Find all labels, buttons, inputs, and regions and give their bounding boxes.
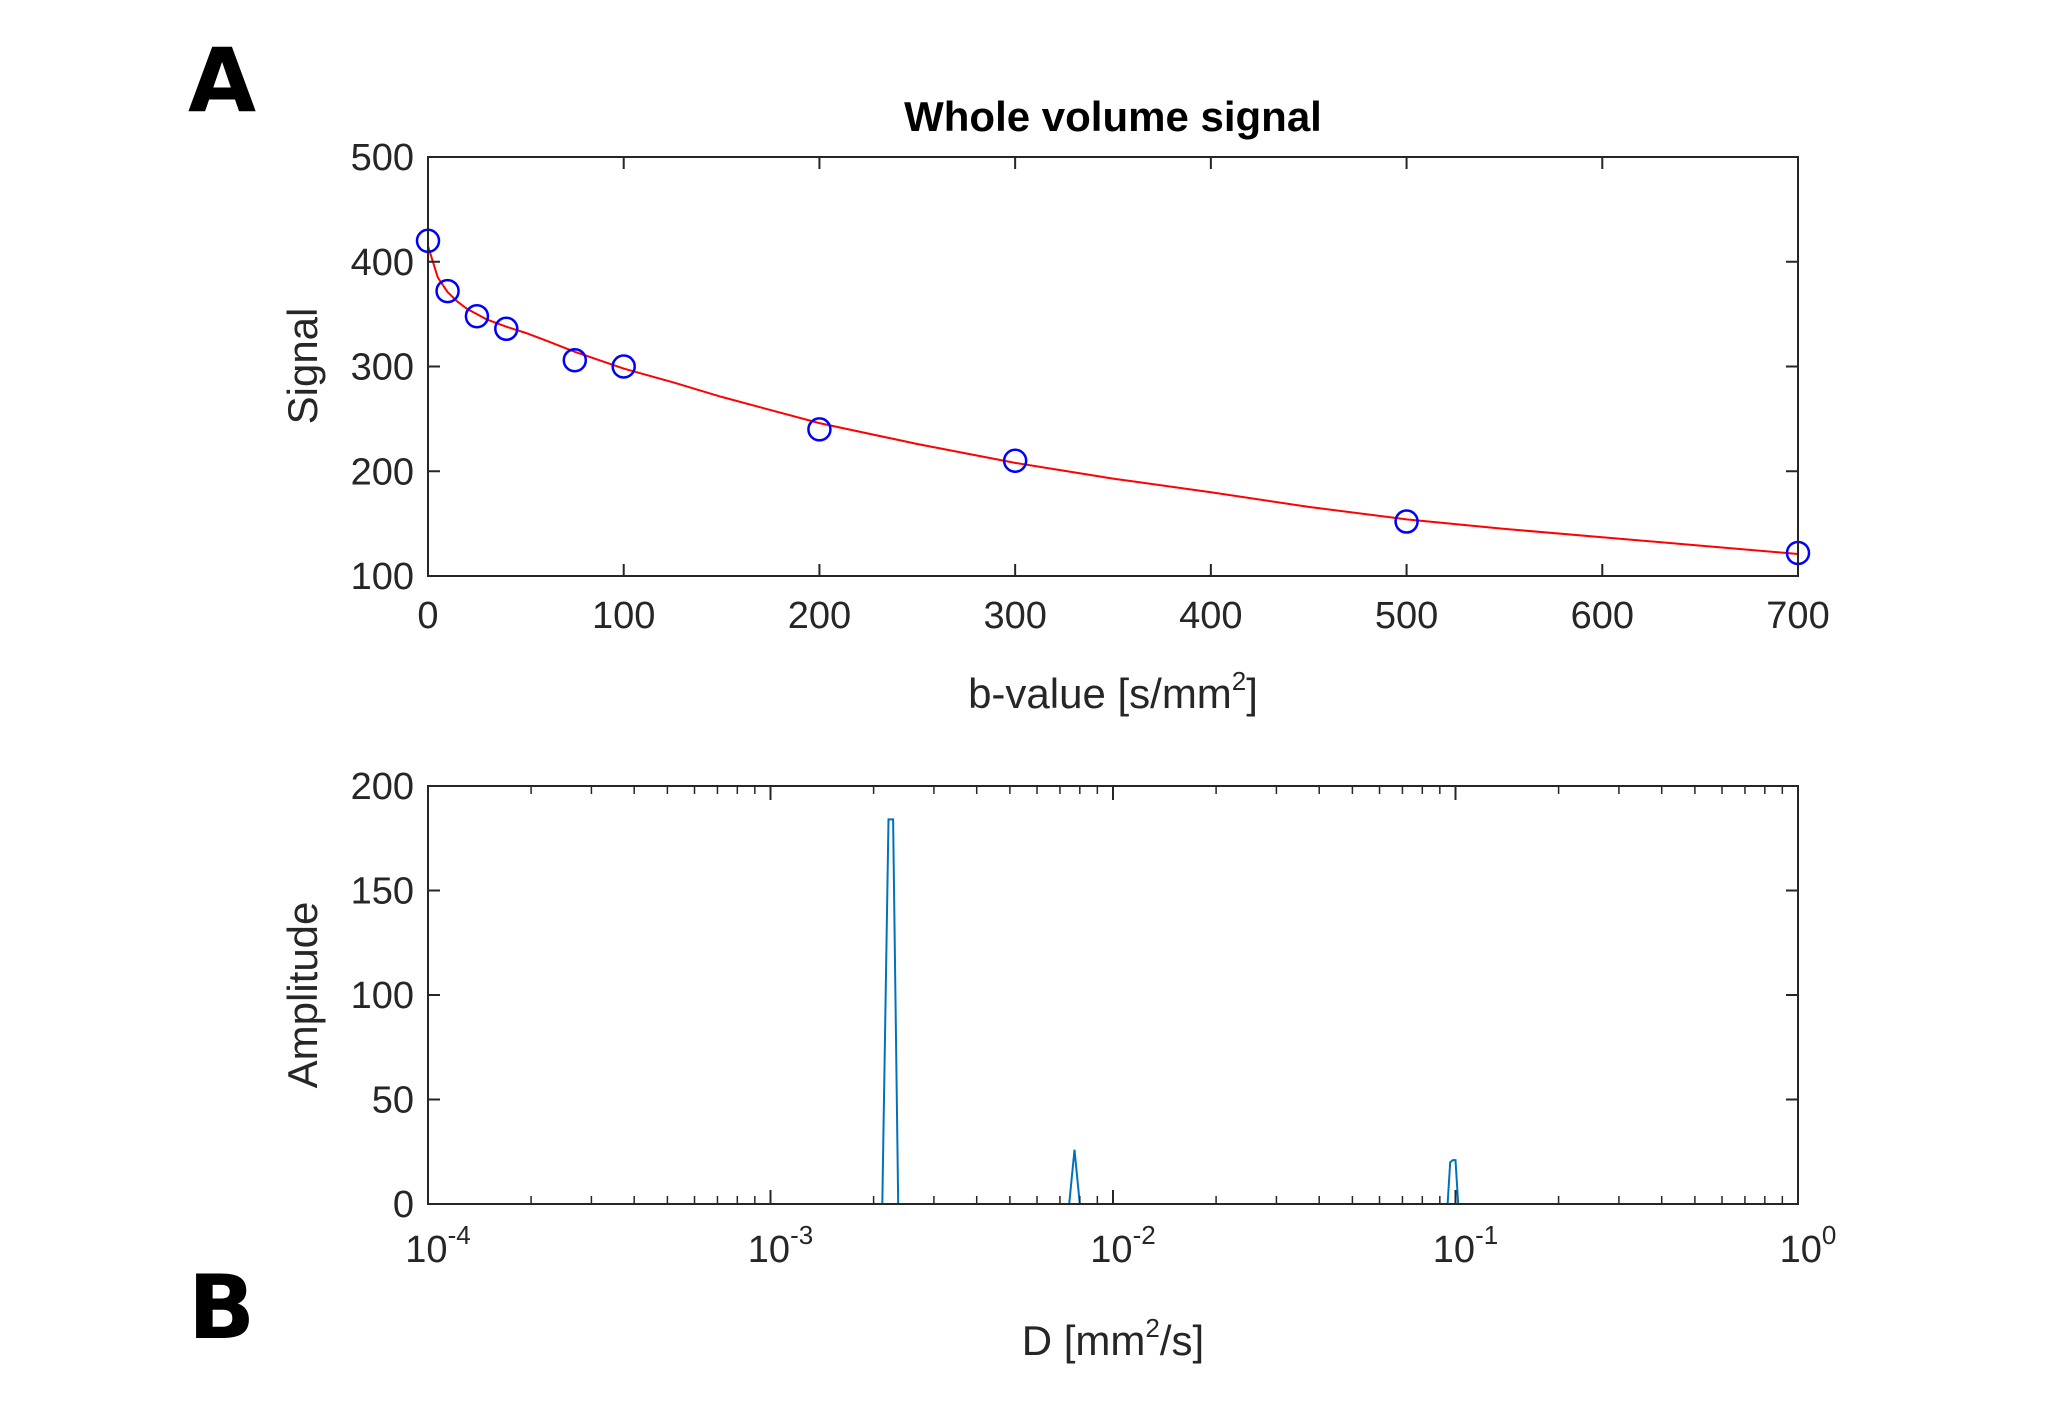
y-tick-label: 50 <box>372 1080 414 1122</box>
x-tick-label: 0 <box>417 595 438 637</box>
x-tick-label: 600 <box>1571 595 1634 637</box>
y-tick-label: 400 <box>351 242 414 284</box>
signal-chart: Whole volume signal 0 100 200 300 400 500 600 7… <box>279 93 1830 717</box>
x-tick-base: 10 <box>1780 1229 1822 1271</box>
data-point <box>435 278 460 304</box>
x-tick-label: 10-2 <box>1090 1220 1155 1271</box>
data-point <box>464 303 490 329</box>
x-tick-label: 200 <box>788 595 851 637</box>
x-tick-exp: -4 <box>448 1220 471 1250</box>
x-tick-base: 10 <box>1090 1229 1132 1271</box>
x-tick-base: 10 <box>405 1229 447 1271</box>
x-tick-label: 10-3 <box>748 1220 813 1271</box>
chart-a-ylabel: Signal <box>279 308 326 425</box>
y-tick-label: 200 <box>351 766 414 808</box>
x-tick-exp: -3 <box>790 1220 813 1250</box>
chart-b-axes-box <box>427 785 1799 1205</box>
y-tick-label: 300 <box>351 347 414 389</box>
x-tick-label: 300 <box>983 595 1046 637</box>
x-tick-base: 10 <box>748 1229 790 1271</box>
y-tick-label: 0 <box>393 1184 414 1226</box>
x-tick-label: 10-1 <box>1433 1220 1498 1271</box>
x-tick-base: 10 <box>1433 1229 1475 1271</box>
y-tick-label: 100 <box>351 975 414 1017</box>
data-point <box>611 354 636 379</box>
y-tick-label: 100 <box>351 556 414 598</box>
chart-b-ylabel: Amplitude <box>279 902 326 1089</box>
chart-a-title: Whole volume signal <box>904 93 1322 140</box>
chart-a-xlabel: b-value [s/mm2] <box>968 666 1258 717</box>
data-point <box>562 347 588 373</box>
x-tick-label: 700 <box>1766 595 1829 637</box>
y-tick-label: 150 <box>351 871 414 913</box>
x-tick-label: 400 <box>1179 595 1242 637</box>
x-tick-exp: -2 <box>1133 1220 1156 1250</box>
x-tick-label: 100 <box>1780 1220 1837 1271</box>
data-point <box>1394 509 1419 534</box>
spectrum-line <box>428 818 1798 1205</box>
panel-label-b: B <box>188 1256 255 1359</box>
x-tick-exp: -1 <box>1475 1220 1498 1250</box>
y-tick-label: 200 <box>351 451 414 493</box>
panel-label-a: A <box>188 29 256 132</box>
x-tick-label: 100 <box>592 595 655 637</box>
data-point <box>1002 448 1028 474</box>
fit-curve <box>427 245 1799 555</box>
data-point <box>807 417 832 442</box>
data-point <box>494 316 519 342</box>
y-tick-label: 500 <box>351 137 414 179</box>
x-tick-exp: 0 <box>1822 1220 1836 1250</box>
x-tick-label: 10-4 <box>405 1220 470 1271</box>
chart-b-xlabel: D [mm2/s] <box>1022 1313 1204 1364</box>
x-tick-label: 500 <box>1375 595 1438 637</box>
